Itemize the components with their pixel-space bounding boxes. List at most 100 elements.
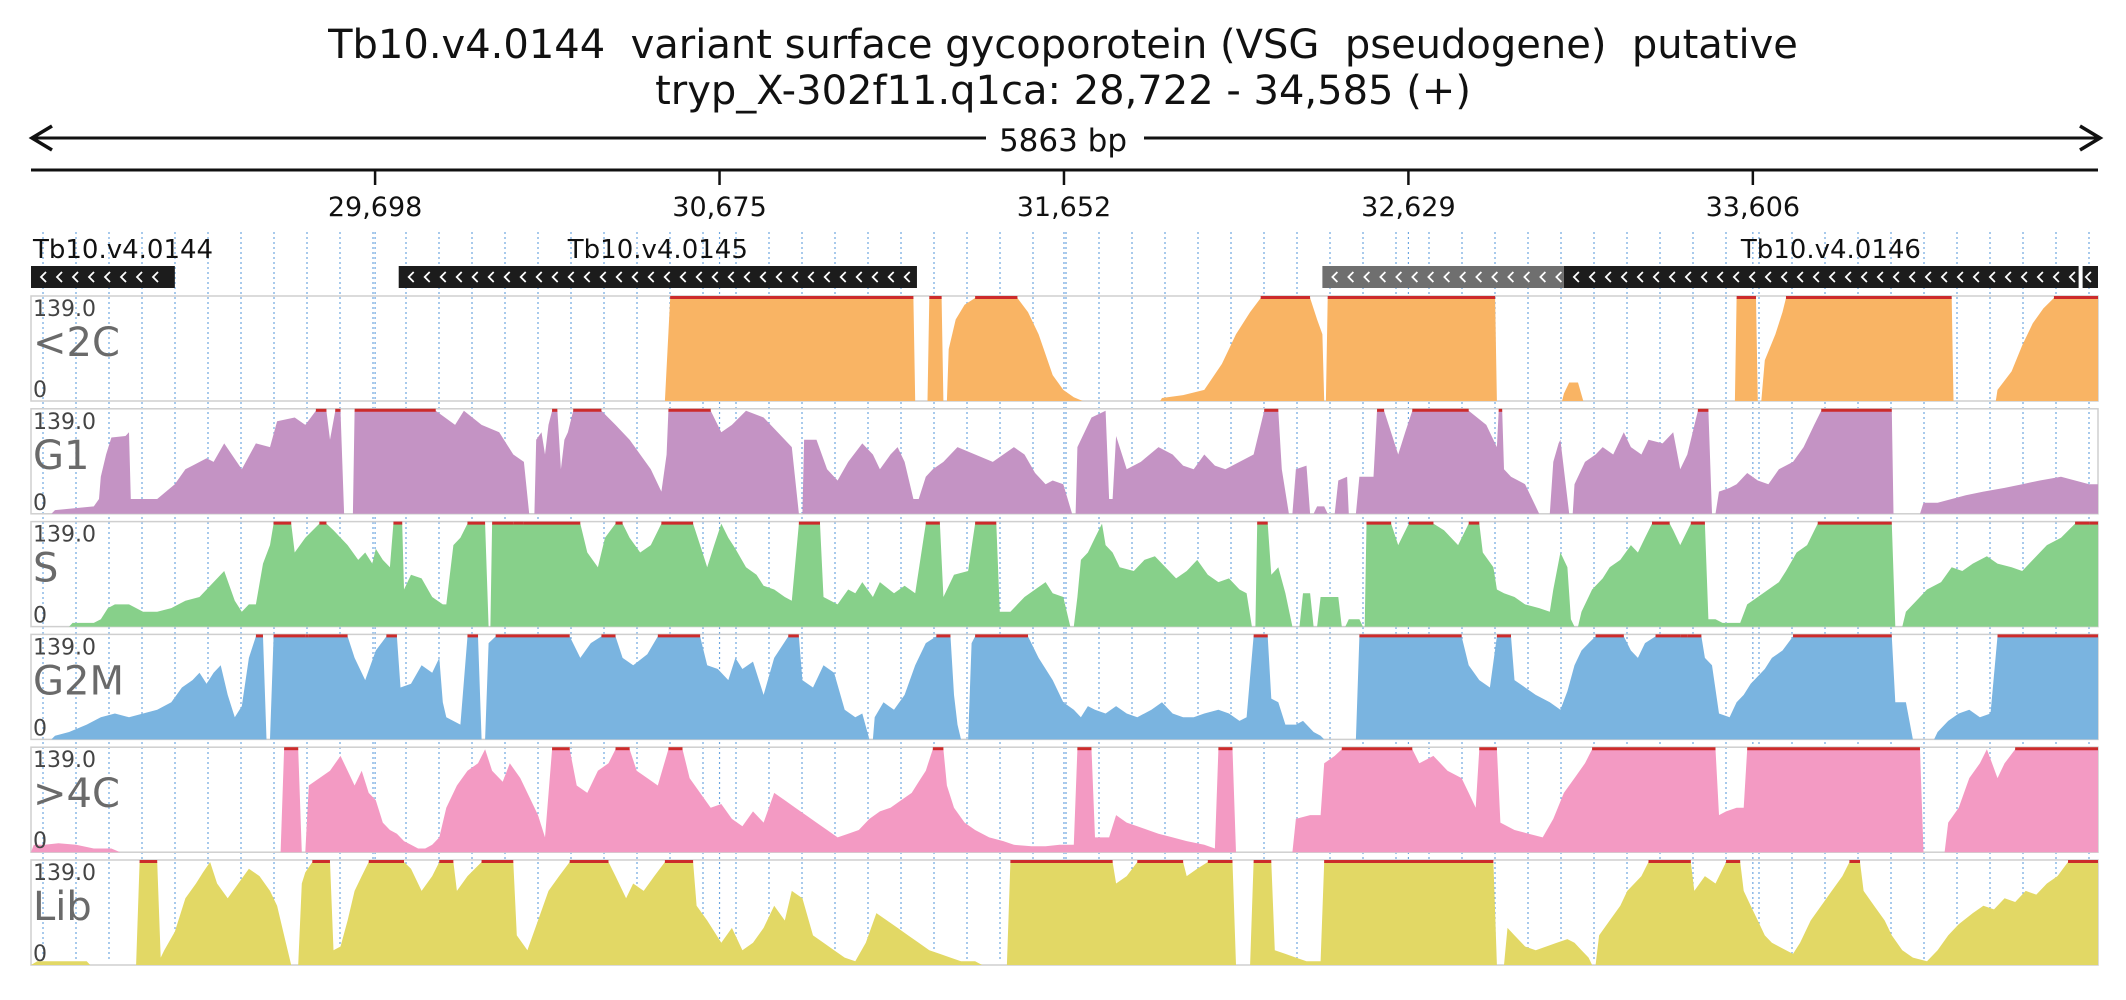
strand-chevron (1780, 271, 1788, 283)
gene-label: Tb10.v4.0145 (567, 235, 748, 265)
strand-chevron (1860, 271, 1868, 283)
strand-chevron (1572, 271, 1580, 283)
strand-chevron (1844, 271, 1852, 283)
strand-chevron (775, 271, 783, 283)
strand-chevron (1908, 271, 1916, 283)
strand-chevron (1684, 271, 1692, 283)
strand-chevron (1876, 271, 1884, 283)
strand-chevron (1620, 271, 1628, 283)
span-ruler: 5863 bp (28, 118, 2104, 159)
strand-chevron (1363, 271, 1371, 283)
track-S: 139.0 0 S (30, 520, 2099, 629)
strand-chevron (695, 271, 703, 283)
track-name-label: G2M (33, 658, 124, 704)
y-max-label: 139.0 (33, 523, 96, 548)
strand-chevron (887, 271, 895, 283)
gene-feature (398, 266, 917, 288)
x-tick-label: 30,675 (672, 192, 766, 223)
strand-chevron (1668, 271, 1676, 283)
strand-chevron (1604, 271, 1612, 283)
strand-chevron (871, 271, 879, 283)
strand-chevron (1956, 271, 1964, 283)
strand-chevron (807, 271, 815, 283)
strand-chevron (1716, 271, 1724, 283)
strand-chevron (1475, 271, 1483, 283)
y-min-label: 0 (33, 604, 47, 629)
span-label-bg (986, 118, 1144, 158)
y-max-label: 139.0 (33, 297, 96, 322)
strand-chevron (119, 271, 127, 283)
gene-feature (31, 266, 175, 288)
strand-chevron (1347, 271, 1355, 283)
coverage-area (31, 862, 2098, 965)
gene-label: Tb10.v4.0144 (32, 235, 213, 265)
track-name-label: G1 (33, 433, 89, 479)
strand-chevron (2004, 271, 2012, 283)
gene-track: Tb10.v4.0144 Tb10.v4.0145 Tb10.v4.0146 (31, 235, 2098, 288)
strand-chevron (855, 271, 863, 283)
strand-chevron (135, 271, 143, 283)
strand-chevron (615, 271, 623, 283)
strand-chevron (1539, 271, 1547, 283)
coverage-area (31, 523, 2098, 627)
strand-chevron (711, 271, 719, 283)
strand-chevron (1395, 271, 1403, 283)
chart-titles: Tb10.v4.0144 variant surface gycoporotei… (0, 22, 2126, 114)
strand-chevron (1491, 271, 1499, 283)
track-name-label: <2C (33, 320, 120, 366)
strand-chevron (743, 271, 751, 283)
strand-chevron (583, 271, 591, 283)
strand-chevron (503, 271, 511, 283)
strand-chevron (1507, 271, 1515, 283)
track-name-label: S (33, 546, 58, 592)
y-min-label: 0 (33, 716, 47, 741)
strand-chevron (1732, 271, 1740, 283)
strand-chevron (599, 271, 607, 283)
strand-chevron (1812, 271, 1820, 283)
track-name-label: Lib (33, 884, 92, 930)
strand-chevron (1459, 271, 1467, 283)
strand-chevron (103, 271, 111, 283)
y-max-label: 139.0 (33, 861, 96, 886)
strand-chevron (1379, 271, 1387, 283)
y-min-label: 0 (33, 829, 47, 854)
strand-chevron (535, 271, 543, 283)
strand-chevron (2020, 271, 2028, 283)
track-G2M: 139.0 0 G2M (30, 633, 2099, 741)
strand-chevron (39, 271, 47, 283)
strand-chevron (1331, 271, 1339, 283)
strand-chevron (1443, 271, 1451, 283)
strand-chevron (791, 271, 799, 283)
coverage-tracks: 139.00<2C139.00G1139.00S139.00G2M139.00>… (30, 295, 2099, 967)
coverage-area (31, 298, 2098, 401)
strand-chevron (71, 271, 79, 283)
strand-chevron (1588, 271, 1596, 283)
strand-chevron (471, 271, 479, 283)
track-2C: 139.0 0 <2C (30, 295, 2099, 403)
strand-chevron (423, 271, 431, 283)
track-Lib: 139.0 0 Lib (30, 859, 2099, 967)
strand-chevron (1748, 271, 1756, 283)
x-tick-label: 29,698 (328, 192, 422, 223)
strand-chevron (903, 271, 911, 283)
strand-chevron (1523, 271, 1531, 283)
track-name-label: >4C (33, 771, 120, 817)
strand-chevron (1636, 271, 1644, 283)
strand-chevron (727, 271, 735, 283)
strand-chevron (1924, 271, 1932, 283)
strand-chevron (1427, 271, 1435, 283)
strand-chevron (631, 271, 639, 283)
coverage-area (31, 636, 2098, 740)
strand-chevron (455, 271, 463, 283)
strand-chevron (487, 271, 495, 283)
y-min-label: 0 (33, 378, 47, 403)
strand-chevron (407, 271, 415, 283)
strand-chevron (567, 271, 575, 283)
x-tick-label: 31,652 (1017, 192, 1111, 223)
strand-chevron (1972, 271, 1980, 283)
strand-chevron (1940, 271, 1948, 283)
strand-chevron (1555, 271, 1563, 283)
span-arrow-right-head (2079, 124, 2104, 152)
